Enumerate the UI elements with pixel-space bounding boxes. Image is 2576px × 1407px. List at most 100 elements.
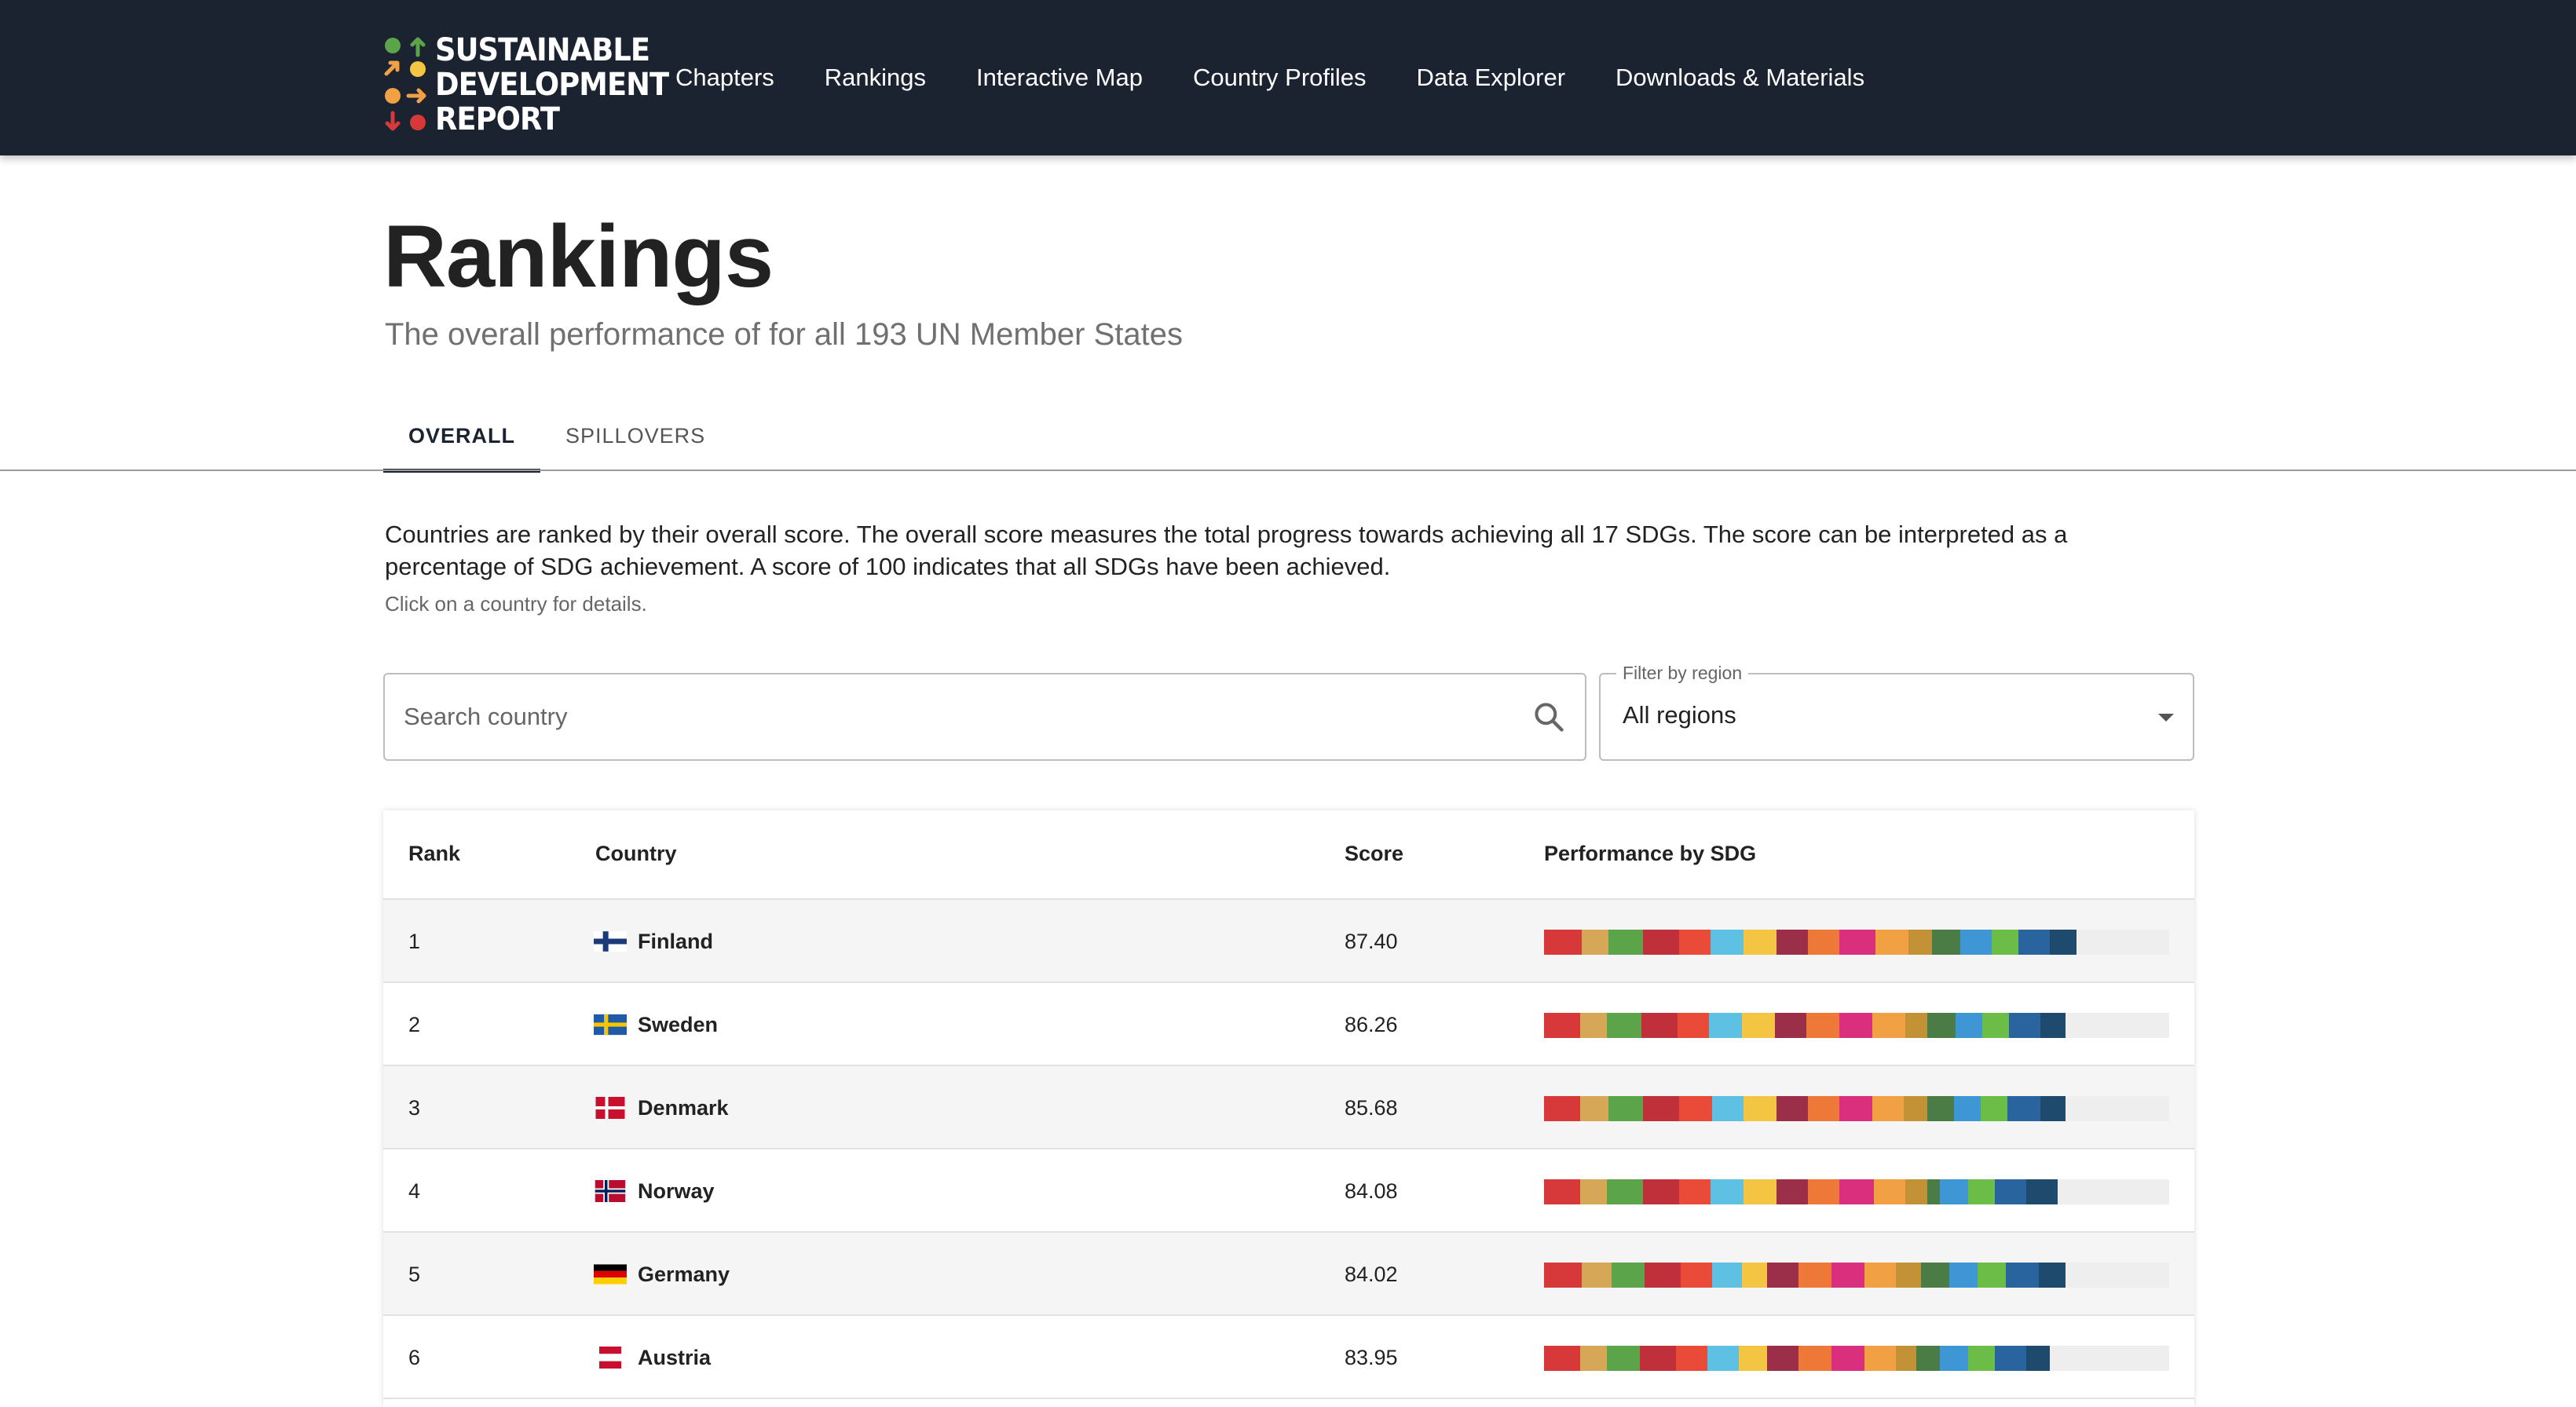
region-filter-value: All regions [1623,701,1736,729]
sdg-7-segment [1744,930,1776,955]
nav-downloads-materials[interactable]: Downloads & Materials [1615,64,1865,91]
site-logo[interactable]: SUSTAINABLE DEVELOPMENT REPORT [383,33,669,138]
sdg-13-segment [1927,1179,1940,1204]
country-cell[interactable]: Finland [594,928,713,955]
sdg-10-segment [1831,1263,1864,1288]
sdg-11-segment [1875,930,1908,955]
sdg-12-segment [1905,1013,1927,1038]
table-row[interactable]: 2 Sweden 86.26 [383,983,2194,1066]
sdg-5-segment [1679,1179,1711,1204]
sweden-flag-icon [594,1014,627,1036]
table-row[interactable]: 6 Austria 83.95 [383,1316,2194,1399]
sdg-12-segment [1904,1096,1927,1121]
sdg-17-segment [2026,1346,2050,1371]
sdg-8-segment [1767,1346,1798,1371]
nav-rankings[interactable]: Rankings [824,64,927,91]
column-header-performance: Performance by SDG [1544,842,1757,865]
score-cell: 84.08 [1345,1179,1398,1203]
search-box [383,673,1586,761]
rank-cell: 4 [408,1179,421,1203]
sdg-6-segment [1711,1179,1744,1204]
sdg-7-segment [1739,1346,1767,1371]
column-header-country[interactable]: Country [595,842,677,865]
sdg-9-segment [1806,1013,1839,1038]
sdg-performance-bar [1544,1346,2169,1371]
table-row[interactable]: 4 Norway 84.08 [383,1149,2194,1233]
sdg-11-segment [1872,1096,1904,1121]
chevron-down-icon [2158,714,2174,722]
sdg-6-segment [1711,930,1744,955]
sdg-11-segment [1874,1179,1905,1204]
sdg-6-segment [1709,1013,1742,1038]
sdg-8-segment [1776,1096,1808,1121]
sdg-17-segment [2026,1179,2058,1204]
finland-flag-icon [594,931,627,952]
sdg-6-segment [1712,1096,1744,1121]
rankings-table: Rank Country Score Performance by SDG 1 … [383,810,2194,1407]
site-header: SUSTAINABLE DEVELOPMENT REPORT Chapters … [0,0,2576,155]
country-cell[interactable]: Sweden [594,1011,718,1038]
norway-flag-icon [595,1180,626,1202]
sdg-3-segment [1607,1179,1643,1204]
sdg-5-segment [1676,1346,1707,1371]
rank-cell: 3 [408,1096,421,1120]
tab-spillovers[interactable]: SPILLOVERS [565,423,706,448]
nav-chapters[interactable]: Chapters [675,64,774,91]
score-cell: 86.26 [1345,1013,1398,1036]
country-cell[interactable]: Norway [594,1178,715,1204]
rank-cell: 6 [408,1346,421,1369]
search-input[interactable] [404,674,1503,759]
country-name: Finland [638,929,713,953]
sdg-17-segment [2040,1096,2066,1121]
sdg-8-segment [1775,1013,1806,1038]
sdg-2-segment [1582,1263,1612,1288]
sdg-9-segment [1798,1263,1831,1288]
sdg-7-segment [1744,1179,1776,1204]
table-row[interactable]: 5 Germany 84.02 [383,1233,2194,1316]
nav-country-profiles[interactable]: Country Profiles [1192,64,1367,91]
sdg-performance-bar [1544,1096,2169,1121]
column-header-rank[interactable]: Rank [408,842,461,865]
search-icon[interactable] [1531,700,1566,734]
sdg-3-segment [1607,1013,1641,1038]
sdg-4-segment [1643,930,1679,955]
sdg-1-segment [1544,1263,1582,1288]
sdg-performance-bar [1544,1013,2169,1038]
sdg-4-segment [1641,1013,1678,1038]
table-row[interactable]: 1 Finland 87.40 [383,900,2194,983]
country-cell[interactable]: Austria [594,1344,711,1371]
region-filter-select[interactable]: Filter by region All regions [1599,663,2194,761]
table-row[interactable]: 3 Denmark 85.68 [383,1066,2194,1149]
country-name: Sweden [638,1012,719,1036]
sdg-4-segment [1643,1096,1679,1121]
country-cell[interactable]: Germany [594,1261,730,1288]
tab-overall[interactable]: OVERALL [383,400,541,473]
nav-interactive-map[interactable]: Interactive Map [976,64,1143,91]
sdg-3-segment [1608,930,1643,955]
sdg-11-segment [1864,1346,1896,1371]
sdg-4-segment [1640,1346,1676,1371]
sdg-4-segment [1645,1263,1681,1288]
sdg-14-segment [1954,1096,1981,1121]
country-cell[interactable]: Denmark [594,1095,729,1121]
sdg-9-segment [1808,1096,1839,1121]
austria-flag-icon [599,1347,621,1369]
rank-cell: 5 [408,1263,421,1286]
page-title: Rankings [383,207,774,305]
germany-flag-icon [594,1264,627,1285]
rankings-description: Countries are ranked by their overall sc… [385,521,2068,580]
sdg-17-segment [2039,1263,2066,1288]
logo-text: SUSTAINABLE DEVELOPMENT REPORT [435,33,669,137]
sdg-14-segment [1940,1346,1968,1371]
country-name: Germany [638,1262,730,1286]
sdg-performance-bar [1544,1179,2169,1204]
logo-line-3: REPORT [435,101,560,137]
score-cell: 87.40 [1345,930,1398,953]
sdg-3-segment [1607,1346,1640,1371]
nav-data-explorer[interactable]: Data Explorer [1416,64,1566,91]
sdg-8-segment [1776,1179,1808,1204]
column-header-score[interactable]: Score [1345,842,1404,865]
sdg-2-segment [1580,1346,1607,1371]
sdg-7-segment [1742,1263,1767,1288]
sdg-13-segment [1921,1263,1949,1288]
